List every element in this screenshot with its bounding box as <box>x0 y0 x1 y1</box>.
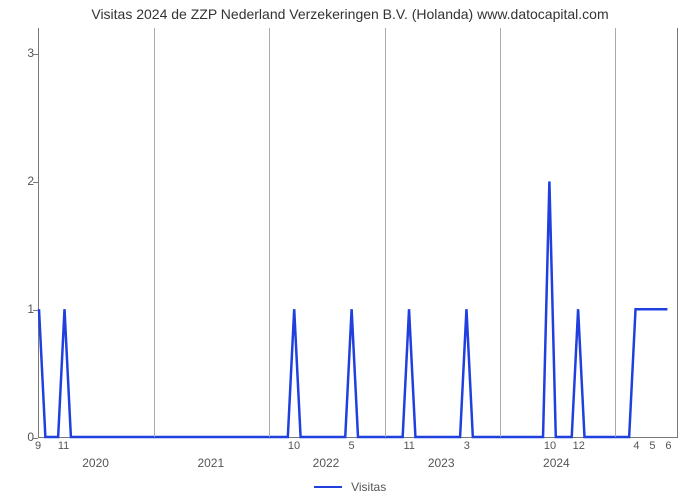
x-tick-label: 12 <box>573 440 585 452</box>
x-tick-label: 3 <box>464 440 470 452</box>
x-group-label: 2023 <box>428 456 455 470</box>
legend-swatch <box>314 486 342 488</box>
x-tick-label: 10 <box>288 440 300 452</box>
x-group-divider <box>385 28 386 437</box>
y-tick-label: 0 <box>6 430 34 444</box>
x-tick-label: 9 <box>35 440 41 452</box>
x-tick-label: 4 <box>633 440 639 452</box>
x-group-label: 2024 <box>543 456 570 470</box>
y-tick-mark <box>33 310 38 311</box>
plot-area <box>38 28 678 438</box>
x-tick-label: 5 <box>349 440 355 452</box>
legend-label: Visitas <box>351 480 386 494</box>
x-tick-label: 6 <box>665 440 671 452</box>
y-tick-label: 3 <box>6 46 34 60</box>
y-tick-label: 2 <box>6 174 34 188</box>
x-tick-label: 10 <box>544 440 556 452</box>
x-group-label: 2021 <box>197 456 224 470</box>
chart-title: Visitas 2024 de ZZP Nederland Verzekerin… <box>0 6 700 22</box>
y-tick-mark <box>33 54 38 55</box>
x-tick-label: 5 <box>649 440 655 452</box>
chart-legend: Visitas <box>0 479 700 494</box>
x-group-label: 2022 <box>313 456 340 470</box>
y-tick-label: 1 <box>6 302 34 316</box>
x-group-divider <box>269 28 270 437</box>
x-group-divider <box>500 28 501 437</box>
visits-line-path <box>39 28 677 437</box>
x-group-label: 2020 <box>82 456 109 470</box>
x-group-divider <box>154 28 155 437</box>
y-tick-mark <box>33 182 38 183</box>
x-group-divider <box>615 28 616 437</box>
x-tick-label: 11 <box>403 440 414 452</box>
x-tick-label: 11 <box>58 440 69 452</box>
y-tick-mark <box>33 438 38 439</box>
chart-container: Visitas 2024 de ZZP Nederland Verzekerin… <box>0 0 700 500</box>
